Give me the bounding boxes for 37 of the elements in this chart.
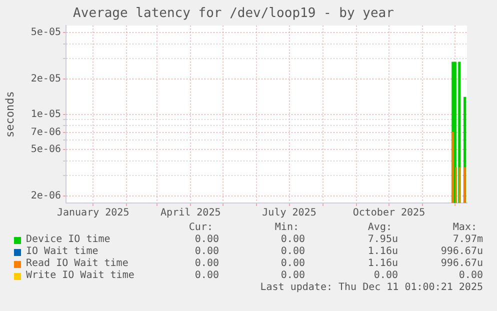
text: 0.00	[280, 246, 305, 258]
text: 996.67u	[440, 258, 483, 270]
legend-label: Write IO Wait time	[26, 270, 134, 282]
y-tick-label: 7e-06	[30, 126, 61, 138]
text: 0.00	[194, 270, 219, 282]
text: 0.00	[194, 258, 219, 270]
y-tick-label: 2e-05	[30, 74, 61, 85]
x-tick-label: October 2025	[352, 208, 426, 219]
text: 0.00	[280, 234, 305, 246]
y-tick-label: 5e-05	[30, 27, 61, 38]
x-tick-label: April 2025	[160, 208, 221, 219]
legend-label: Device IO time	[26, 234, 110, 246]
text: 996.67u	[440, 246, 483, 258]
text: 0.00	[280, 258, 305, 270]
y-tick-label: 5e-06	[30, 144, 61, 156]
text: 0.00	[280, 270, 305, 282]
text: 1.16u	[368, 258, 398, 270]
text: Cur:	[188, 222, 213, 234]
text: Avg:	[368, 222, 392, 234]
chart-title: Average latency for /dev/loop19 - by year	[73, 6, 394, 22]
y-tick-label: 2e-06	[30, 190, 61, 202]
legend-label: Read IO Wait time	[26, 258, 128, 270]
text: 7.95u	[368, 234, 398, 246]
x-tick-label: January 2025	[56, 208, 130, 219]
text: Min:	[274, 222, 299, 234]
text: 1.16u	[368, 246, 398, 258]
text: 0.00	[374, 270, 398, 282]
text: 7.97m	[452, 234, 483, 246]
text: 0.00	[458, 270, 483, 282]
x-tick-label: July 2025	[262, 208, 316, 219]
text: Max:	[452, 222, 477, 234]
legend-label: IO Wait time	[26, 246, 98, 258]
text: 0.00	[194, 246, 219, 258]
text: 0.00	[194, 234, 219, 246]
y-tick-label: 1e-05	[30, 108, 61, 120]
y-axis-title: seconds	[3, 91, 16, 138]
text: Last update: Thu Dec 11 01:00:21 2025	[260, 282, 483, 294]
